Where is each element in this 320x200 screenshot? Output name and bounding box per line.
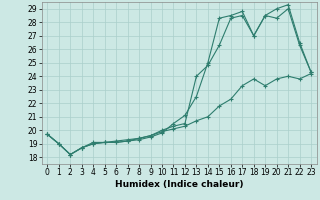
- X-axis label: Humidex (Indice chaleur): Humidex (Indice chaleur): [115, 180, 244, 189]
